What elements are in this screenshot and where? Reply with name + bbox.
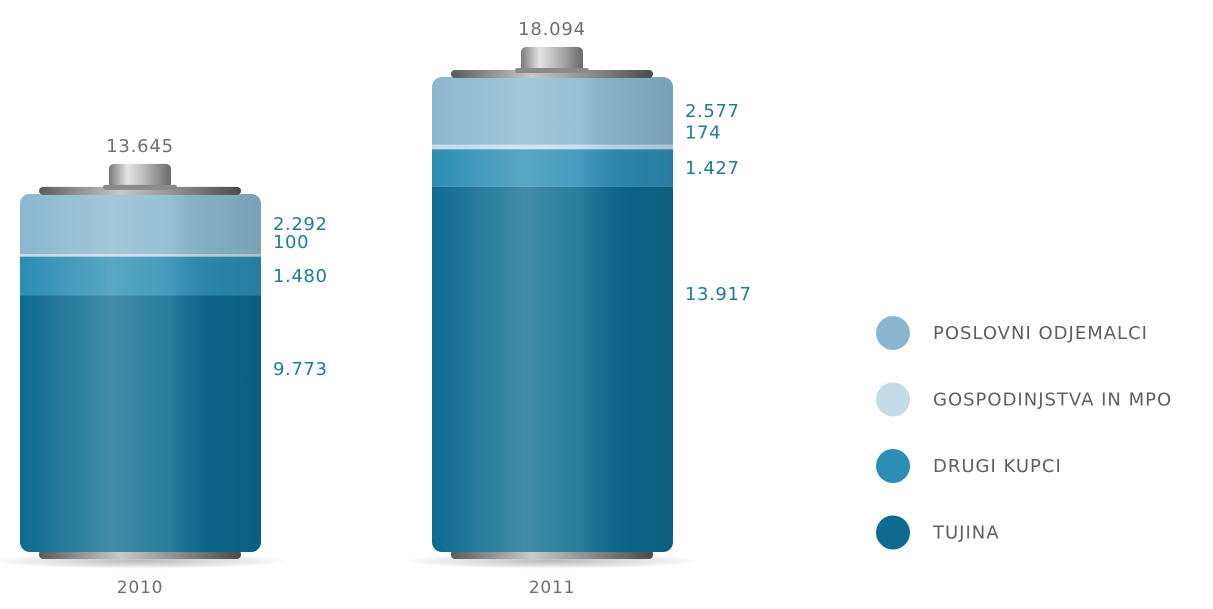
battery-terminal bbox=[109, 163, 171, 189]
legend-swatch bbox=[876, 449, 910, 483]
total-label-2011: 18.094 bbox=[518, 19, 586, 40]
value-label-tujina-2011: 13.917 bbox=[685, 284, 752, 305]
legend-item-tujina: TUJINA bbox=[876, 515, 1000, 550]
value-label-gospodinjstva-in-mpo-2010: 100 bbox=[273, 232, 309, 253]
legend-item-gospodinjstva-in-mpo: GOSPODINJSTVA IN MPO bbox=[876, 382, 1172, 417]
battery-cap-rim bbox=[451, 70, 653, 79]
legend-label: TUJINA bbox=[932, 523, 1000, 544]
legend-label: POSLOVNI ODJEMALCI bbox=[933, 323, 1148, 344]
legend-label: DRUGI KUPCI bbox=[933, 456, 1062, 477]
battery-cap-rim bbox=[39, 186, 241, 195]
legend-item-drugi-kupci: DRUGI KUPCI bbox=[876, 449, 1062, 483]
battery-base bbox=[39, 550, 241, 559]
total-label-2010: 13.645 bbox=[106, 136, 174, 157]
value-label-drugi-kupci-2011: 1.427 bbox=[685, 158, 740, 179]
legend-swatch bbox=[876, 382, 910, 417]
category-label-2011: 2011 bbox=[529, 578, 575, 598]
value-label-gospodinjstva-in-mpo-2011: 174 bbox=[685, 123, 721, 144]
value-label-poslovni-odjemalci-2010: 2.292 bbox=[273, 214, 328, 235]
value-label-tujina-2010: 9.773 bbox=[273, 359, 328, 380]
legend-swatch bbox=[876, 515, 910, 550]
value-label-poslovni-odjemalci-2011: 2.577 bbox=[685, 101, 740, 122]
value-label-drugi-kupci-2010: 1.480 bbox=[273, 266, 328, 287]
battery-terminal-base bbox=[515, 68, 589, 74]
category-label-2010: 2010 bbox=[117, 578, 163, 598]
legend: POSLOVNI ODJEMALCI GOSPODINJSTVA IN MPO DR… bbox=[876, 316, 1172, 550]
legend-item-poslovni-odjemalci: POSLOVNI ODJEMALCI bbox=[876, 316, 1148, 350]
battery-terminal-base bbox=[103, 184, 177, 190]
battery-terminal bbox=[521, 47, 583, 73]
legend-swatch bbox=[876, 316, 910, 350]
legend-label: GOSPODINJSTVA IN MPO bbox=[933, 390, 1172, 411]
battery-base bbox=[451, 550, 653, 559]
